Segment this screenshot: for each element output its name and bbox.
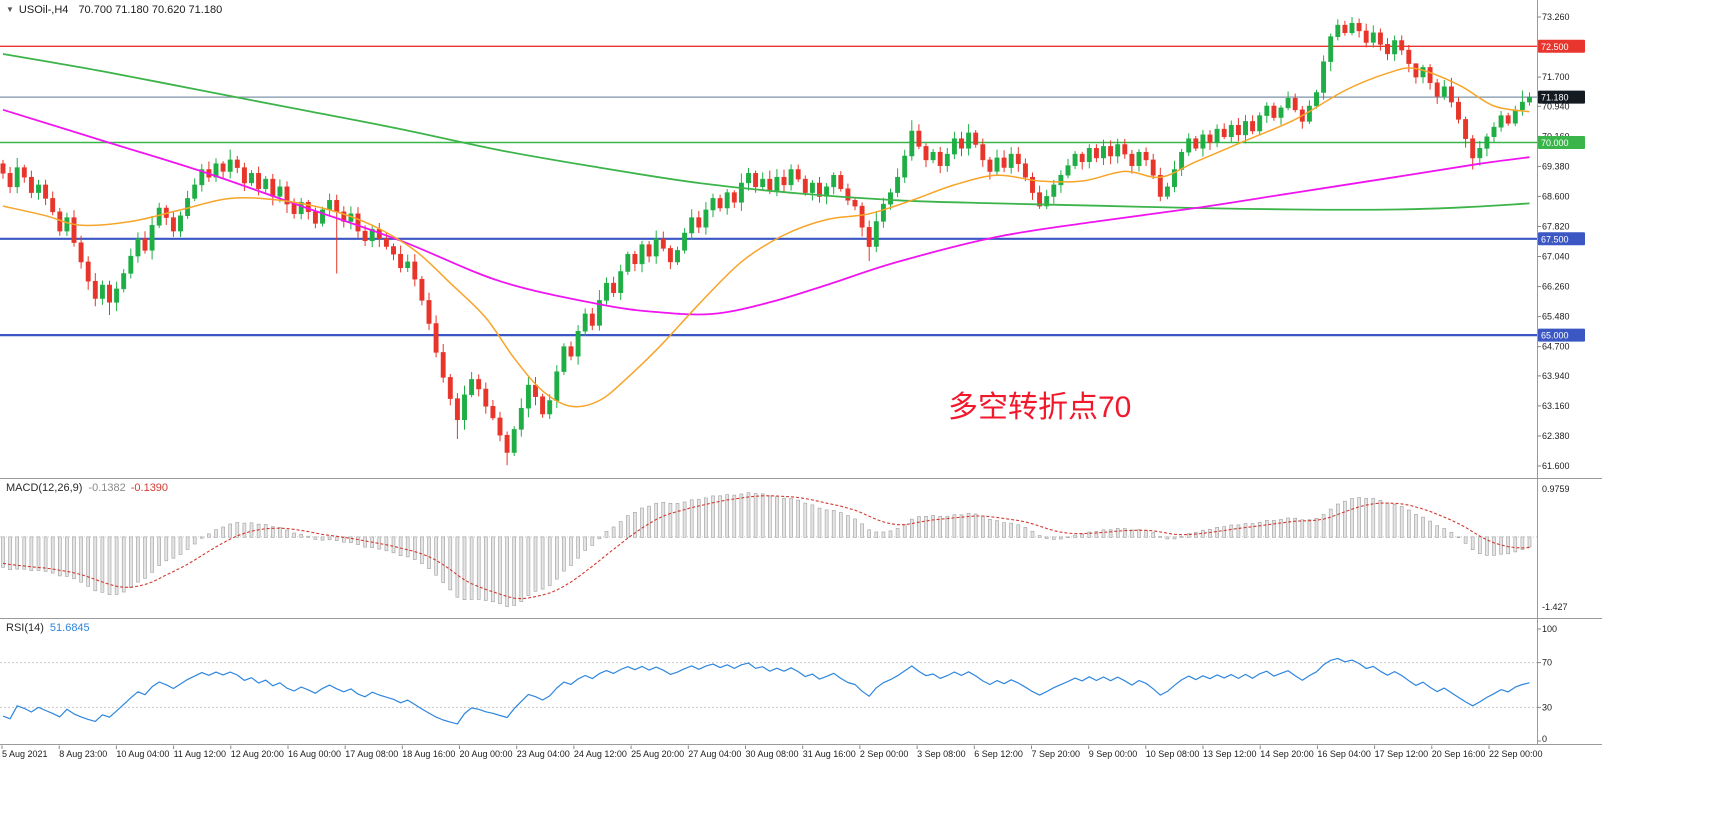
horizontal-level-lines[interactable] [0, 45, 1537, 337]
rsi-value: 51.6845 [49, 622, 90, 634]
time-tick-label: 10 Sep 08:00 [1146, 749, 1200, 759]
price-tick-label: 65.480 [1542, 312, 1570, 322]
price-tick-label: 62.380 [1542, 431, 1570, 441]
price-tick-label: 63.160 [1542, 401, 1570, 411]
time-tick-label: 10 Aug 04:00 [116, 749, 169, 759]
time-tick-label: 2 Sep 00:00 [860, 749, 909, 759]
price-tick-label: 73.260 [1542, 12, 1570, 22]
time-tick-label: 13 Sep 12:00 [1203, 749, 1257, 759]
macd-scale-label: 0.9759 [1542, 484, 1570, 494]
rsi-indicator-header: RSI(14) 51.6845 [6, 622, 90, 634]
time-tick-label: 24 Aug 12:00 [574, 749, 627, 759]
rsi-scale-label: 0 [1542, 734, 1547, 744]
moving-average-lines [2, 53, 1530, 408]
chevron-down-icon[interactable]: ▼ [6, 5, 14, 14]
price-level-badge: 65.000 [1541, 331, 1569, 341]
price-level-badge: 67.500 [1541, 234, 1569, 244]
time-tick-label: 30 Aug 08:00 [746, 749, 799, 759]
time-tick-label: 16 Aug 00:00 [288, 749, 341, 759]
macd-histogram [0, 492, 1537, 607]
time-tick-label: 25 Aug 20:00 [631, 749, 684, 759]
price-tick-label: 63.940 [1542, 371, 1570, 381]
time-tick-label: 7 Sep 20:00 [1032, 749, 1081, 759]
time-tick-label: 12 Aug 20:00 [231, 749, 284, 759]
rsi-scale-label: 30 [1542, 702, 1552, 712]
price-tick-label: 61.600 [1542, 461, 1570, 471]
time-tick-label: 22 Sep 00:00 [1489, 749, 1543, 759]
time-tick-label: 17 Sep 12:00 [1375, 749, 1429, 759]
macd-panel[interactable] [0, 492, 1537, 607]
price-tick-label: 67.040 [1542, 252, 1570, 262]
macd-signal-line [2, 495, 1530, 600]
macd-signal-value: -0.1390 [130, 482, 169, 494]
price-level-badge: 70.000 [1541, 138, 1569, 148]
macd-scale-label: -1.427 [1542, 602, 1568, 612]
time-tick-label: 27 Aug 04:00 [688, 749, 741, 759]
ma-mid-line [2, 108, 1530, 316]
rsi-label: RSI(14) [6, 622, 44, 634]
time-tick-label: 6 Sep 12:00 [974, 749, 1023, 759]
rsi-panel[interactable] [0, 657, 1537, 725]
time-tick-label: 20 Aug 00:00 [460, 749, 513, 759]
price-tick-label: 67.820 [1542, 222, 1570, 232]
time-tick-label: 23 Aug 04:00 [517, 749, 570, 759]
time-tick-label: 3 Sep 08:00 [917, 749, 966, 759]
price-level-badge: 71.180 [1541, 93, 1569, 103]
price-tick-label: 68.600 [1542, 191, 1570, 201]
time-tick-label: 20 Sep 16:00 [1432, 749, 1486, 759]
price-scale[interactable]: 73.26071.70070.94070.16069.38068.60067.8… [1537, 12, 1585, 744]
price-level-badge: 72.500 [1541, 42, 1569, 52]
time-tick-label: 14 Sep 20:00 [1260, 749, 1314, 759]
time-tick-label: 11 Aug 12:00 [174, 749, 226, 759]
candlestick-series [0, 17, 1532, 466]
macd-label: MACD(12,26,9) [6, 482, 83, 494]
chart-annotation-text: 多空转折点70 [948, 391, 1132, 424]
time-tick-label: 31 Aug 16:00 [803, 749, 856, 759]
main-price-panel[interactable] [0, 17, 1537, 466]
symbol-ohlc-header: ▼ USOil-,H4 70.700 71.180 70.620 71.180 [6, 4, 222, 16]
price-tick-label: 69.380 [1542, 161, 1570, 171]
price-tick-label: 66.260 [1542, 282, 1570, 292]
price-tick-label: 71.700 [1542, 72, 1570, 82]
price-tick-label: 64.700 [1542, 342, 1570, 352]
rsi-scale-label: 70 [1542, 658, 1552, 668]
ma-slow-line [2, 53, 1530, 211]
symbol-period-label: USOil-,H4 [18, 4, 69, 16]
time-tick-label: 5 Aug 2021 [2, 749, 48, 759]
time-tick-label: 18 Aug 16:00 [402, 749, 455, 759]
rsi-scale-label: 100 [1542, 624, 1557, 634]
price-tick-label: 70.940 [1542, 101, 1570, 111]
macd-indicator-header: MACD(12,26,9) -0.1382 -0.1390 [6, 482, 168, 494]
ma-fast-line [2, 67, 1530, 408]
time-tick-label: 17 Aug 08:00 [345, 749, 398, 759]
macd-main-value: -0.1382 [88, 482, 126, 494]
ohlc-values: 70.700 71.180 70.620 71.180 [78, 4, 223, 16]
time-axis[interactable]: 5 Aug 2021 8 Aug 23:00 10 Aug 04:00 11 Aug … [1, 745, 1543, 760]
time-tick-label: 8 Aug 23:00 [59, 749, 107, 759]
time-tick-label: 16 Sep 04:00 [1317, 749, 1371, 759]
panel-separators [0, 0, 1602, 745]
time-tick-label: 9 Sep 00:00 [1089, 749, 1138, 759]
